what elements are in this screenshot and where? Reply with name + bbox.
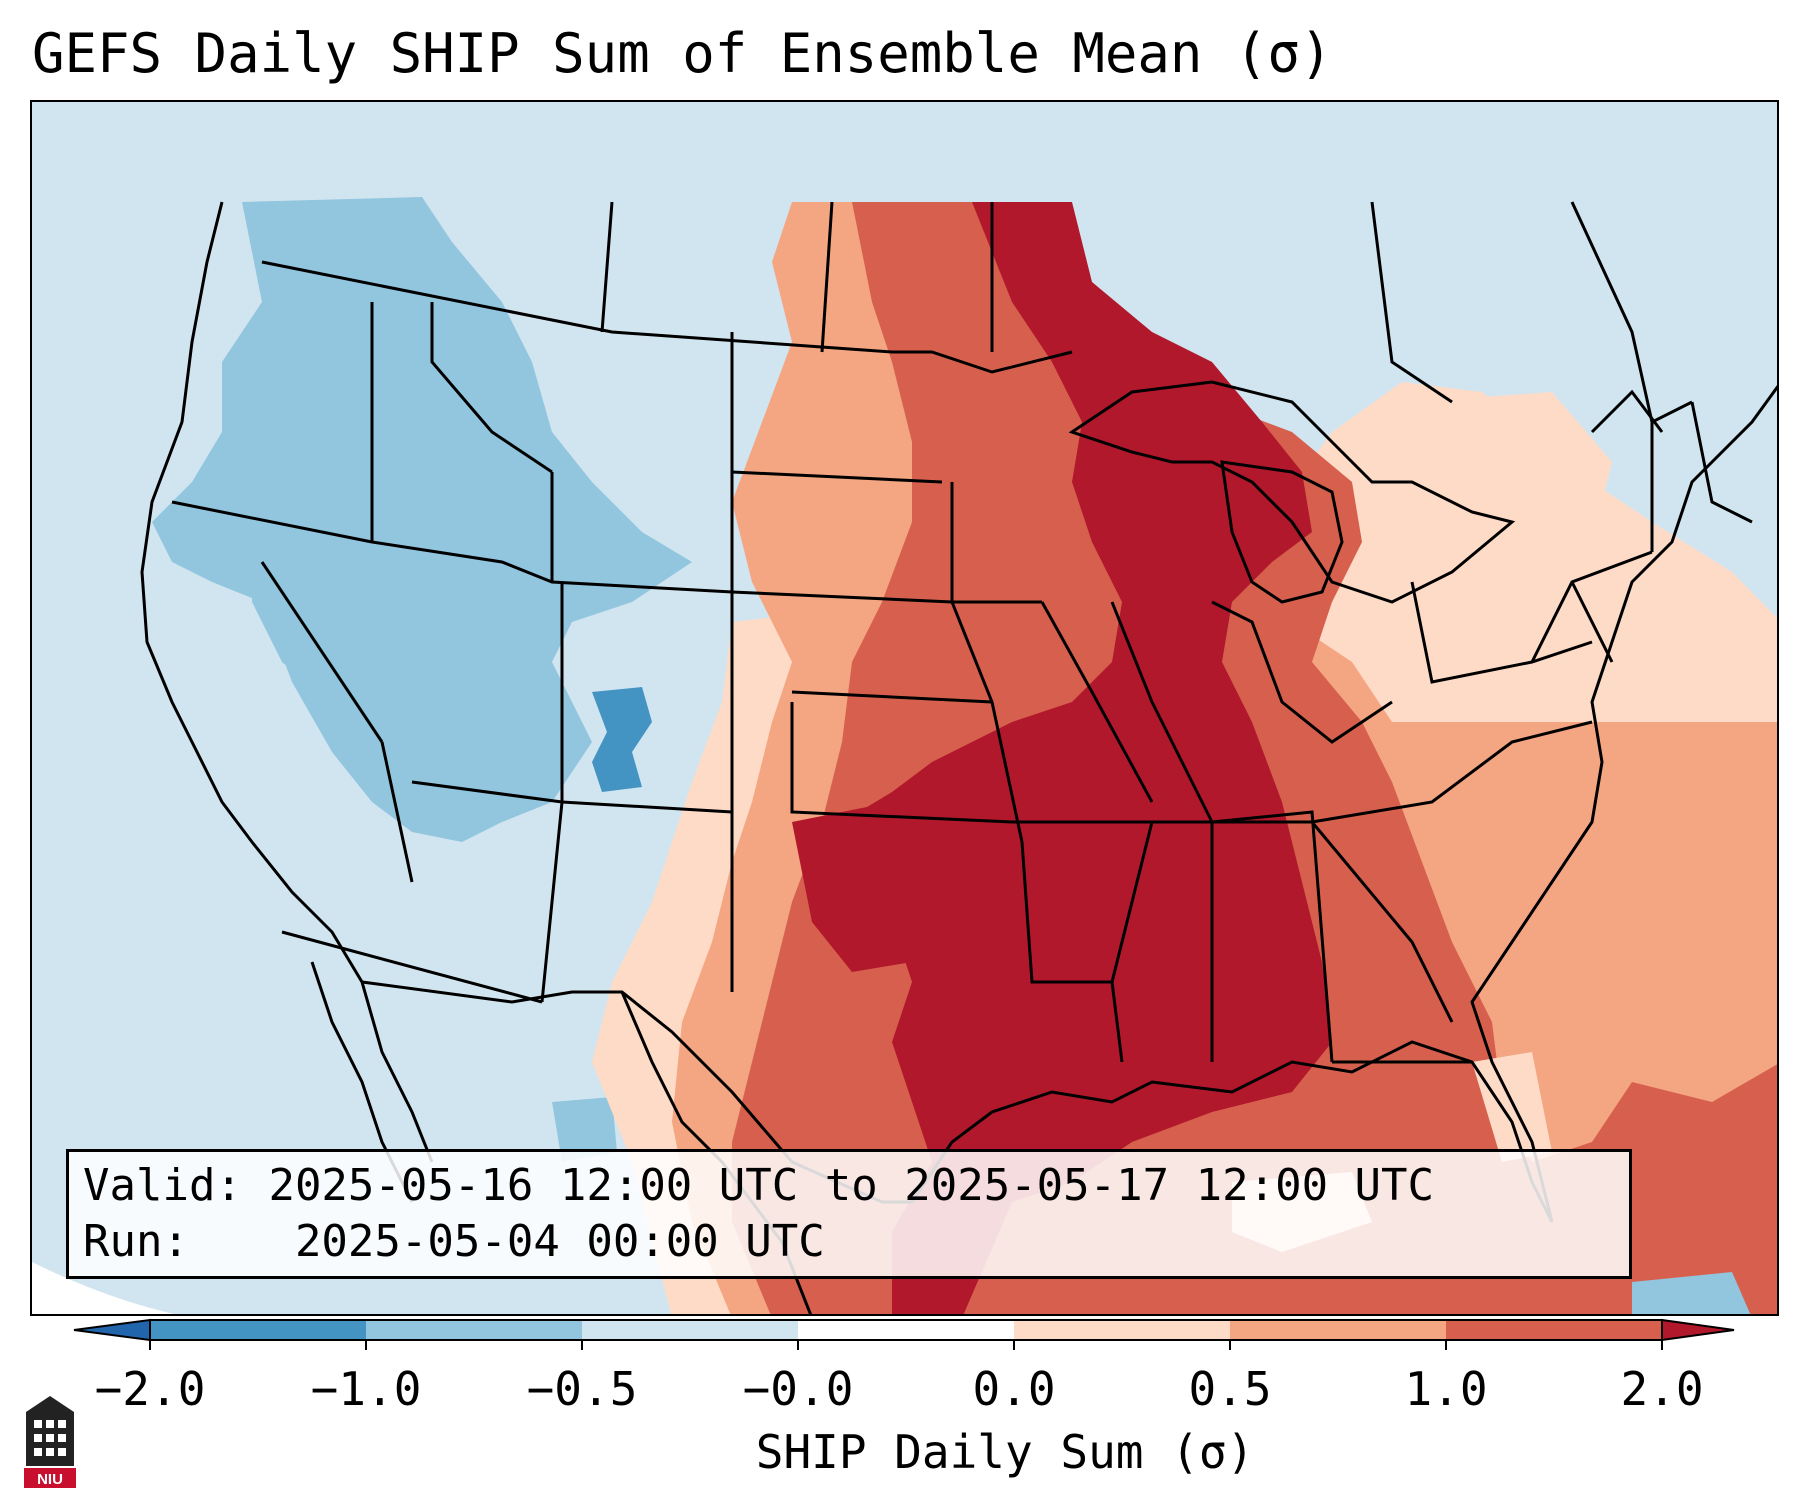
colorbar-segment-2 bbox=[366, 1320, 582, 1340]
pacific-coastline bbox=[140, 201, 434, 1163]
colorbar-tick-label: 2.0 bbox=[1620, 1362, 1704, 1416]
colorbar-extend-high bbox=[1661, 1318, 1735, 1342]
run-value: 2025-05-04 00:00 UTC bbox=[294, 1216, 825, 1267]
projection-edge bbox=[32, 1262, 174, 1314]
colorbar-label: SHIP Daily Sum (σ) bbox=[755, 1425, 1255, 1479]
field-northeast-light-blue bbox=[1362, 202, 1777, 569]
colorbar-segment-3 bbox=[582, 1320, 798, 1340]
field-upstate-light bbox=[1412, 392, 1612, 572]
canada-border bbox=[261, 260, 1073, 374]
colorbar-segment-1 bbox=[150, 1320, 366, 1340]
colorbar-outline bbox=[149, 1319, 1663, 1341]
state-lines-west bbox=[171, 302, 734, 1004]
map-title: GEFS Daily SHIP Sum of Ensemble Mean (σ) bbox=[32, 22, 1333, 85]
niu-logo: NIU bbox=[24, 1396, 76, 1488]
ship-anomaly-map bbox=[32, 102, 1777, 1314]
field-caribbean-blue bbox=[1632, 1272, 1751, 1314]
colorbar-tick-label: 0.0 bbox=[972, 1362, 1056, 1416]
michigan-outline bbox=[1220, 460, 1344, 604]
field-texas-dark-red bbox=[792, 802, 952, 972]
valid-label: Valid: bbox=[83, 1160, 242, 1211]
canada-provinces bbox=[600, 201, 1654, 423]
field-core-dark-red bbox=[832, 202, 1332, 1314]
colorbar-tick-label: −2.0 bbox=[94, 1362, 206, 1416]
validity-info-box: Valid: 2025-05-16 12:00 UTC to 2025-05-1… bbox=[66, 1149, 1632, 1279]
colorbar-extend-low bbox=[73, 1318, 151, 1342]
field-florida-light bbox=[1472, 1052, 1552, 1162]
colorbar-tick-label: 0.5 bbox=[1188, 1362, 1272, 1416]
colorbar-ticks bbox=[149, 1340, 1663, 1350]
field-mexico-blue bbox=[552, 1097, 617, 1162]
field-west-medium-blue bbox=[152, 197, 692, 842]
colorbar-segment-5 bbox=[1014, 1320, 1230, 1340]
colorbar-segment-7 bbox=[1446, 1320, 1662, 1340]
valid-value: 2025-05-16 12:00 UTC to 2025-05-17 12:00… bbox=[268, 1160, 1435, 1211]
colorbar-tick-label: 1.0 bbox=[1404, 1362, 1488, 1416]
field-nevada-blue bbox=[252, 522, 392, 702]
great-lakes-outline bbox=[1068, 380, 1516, 604]
logo-text: NIU bbox=[37, 1471, 63, 1488]
map-panel bbox=[30, 100, 1779, 1316]
atlantic-coastline bbox=[1470, 384, 1777, 1223]
field-colorado-dark-blue bbox=[592, 687, 652, 792]
gulf-coastline bbox=[910, 1040, 1554, 1223]
colorbar bbox=[73, 1318, 1735, 1350]
colorbar-segment-6 bbox=[1230, 1320, 1446, 1340]
run-label: Run: bbox=[83, 1216, 189, 1267]
colorbar-segment-4 bbox=[798, 1320, 1014, 1340]
colorbar-tick-label: −1.0 bbox=[310, 1362, 422, 1416]
state-lines-east bbox=[1110, 550, 1653, 1064]
state-lines-central bbox=[730, 470, 1312, 992]
colorbar-tick-label: −0.5 bbox=[526, 1362, 638, 1416]
colorbar-tick-label: −0.0 bbox=[742, 1362, 854, 1416]
